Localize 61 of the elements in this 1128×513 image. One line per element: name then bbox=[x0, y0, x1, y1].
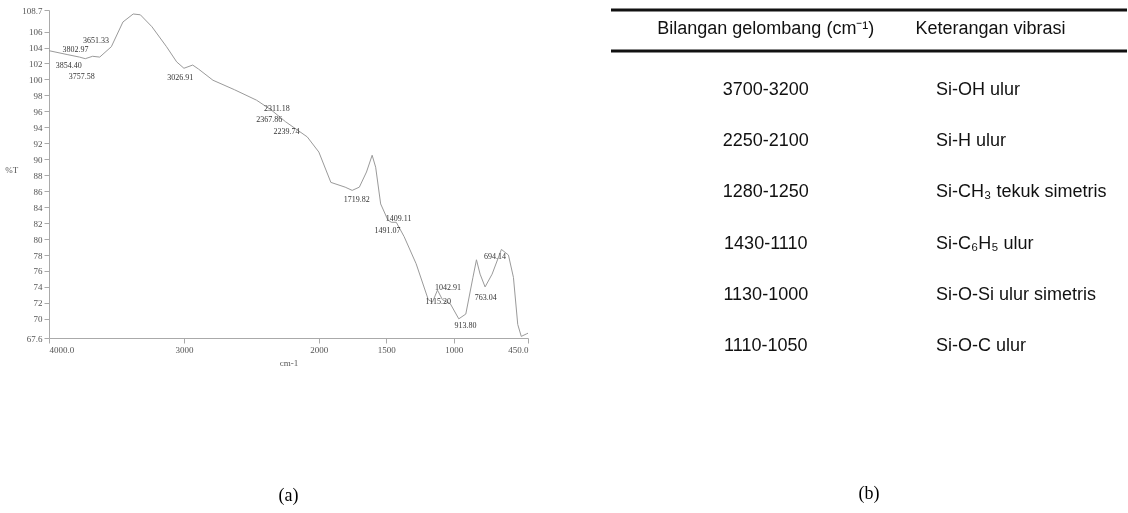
text: Si-O-Si ulur simetris bbox=[936, 283, 1097, 304]
annotation: 1042.91 bbox=[434, 282, 461, 292]
text: 3700-3200 bbox=[722, 78, 809, 99]
y-tick-label: 108.7 bbox=[22, 5, 43, 16]
y-tick-label: 78 bbox=[33, 250, 43, 261]
annotation: 2311.18 bbox=[264, 103, 290, 113]
y-tick-label: 84 bbox=[33, 202, 43, 213]
y-tick-label: 72 bbox=[33, 298, 43, 309]
y-tick-label: 98 bbox=[33, 90, 43, 101]
y-tick-label: 102 bbox=[29, 58, 43, 69]
annotation: 763.04 bbox=[474, 292, 497, 302]
annotation: 3651.33 bbox=[83, 36, 110, 46]
x-tick-label: 1500 bbox=[377, 344, 397, 355]
annotation: 3757.58 bbox=[68, 72, 95, 82]
y-tick-label: 106 bbox=[29, 27, 43, 38]
annotation: 2239.74 bbox=[273, 126, 300, 136]
y-tick-label: 67.6 bbox=[26, 333, 43, 344]
y-tick-label: 90 bbox=[33, 154, 43, 165]
y-axis-title: %T bbox=[5, 164, 19, 175]
y-tick-label: 100 bbox=[29, 74, 43, 85]
annotation: 3854.40 bbox=[55, 60, 82, 70]
y-tick-label: 92 bbox=[33, 138, 43, 149]
x-tick-label: 450.0 bbox=[508, 344, 529, 355]
y-tick-label: 76 bbox=[33, 266, 43, 277]
annotation: 3026.91 bbox=[167, 73, 194, 83]
annotation: 1491.07 bbox=[374, 225, 401, 235]
text: 1280-1250 bbox=[722, 181, 809, 202]
x-tick-label: 1000 bbox=[445, 344, 464, 355]
annotation: 3802.97 bbox=[62, 45, 89, 55]
annotation: 1115.20 bbox=[425, 296, 451, 306]
x-tick-label: 3000 bbox=[175, 344, 194, 355]
x-axis-title: cm-1 bbox=[279, 357, 299, 368]
category-label: Keterangan vibrasi bbox=[915, 17, 1066, 38]
y-tick-label: 96 bbox=[33, 106, 43, 117]
y-tick-label: 74 bbox=[33, 282, 43, 293]
text: 1110-1050 bbox=[724, 335, 808, 356]
text: Si-OH ulur bbox=[936, 78, 1021, 99]
x-tick-label: 2000 bbox=[310, 344, 329, 355]
category-label: Bilangan gelombang (cm⁻¹) bbox=[657, 17, 875, 38]
annotation: 1719.82 bbox=[343, 194, 370, 204]
text: (b) bbox=[858, 483, 880, 504]
text: 1430-1110 bbox=[724, 232, 808, 253]
y-tick-label: 94 bbox=[33, 122, 43, 133]
x-tick-label: 4000.0 bbox=[49, 344, 75, 355]
annotation: 694.14 bbox=[484, 251, 507, 261]
text: Si-O-C ulur bbox=[936, 335, 1027, 356]
text: 2250-2100 bbox=[722, 129, 809, 150]
text: (a) bbox=[278, 485, 299, 506]
y-tick-label: 80 bbox=[33, 234, 43, 245]
y-tick-label: 82 bbox=[33, 218, 43, 229]
y-tick-label: 86 bbox=[33, 186, 43, 197]
annotation: 1409.11 bbox=[385, 213, 412, 223]
text: Si-CH₃ tekuk simetris bbox=[936, 181, 1107, 202]
text: Si-C₆H₅ ulur bbox=[936, 232, 1034, 253]
text: 1130-1000 bbox=[723, 283, 809, 304]
y-tick-label: 70 bbox=[33, 314, 43, 325]
y-tick-label: 88 bbox=[33, 170, 43, 181]
annotation: 913.80 bbox=[454, 320, 477, 330]
y-tick-label: 104 bbox=[29, 43, 43, 54]
annotation: 2367.86 bbox=[256, 114, 283, 124]
text: Si-H ulur bbox=[936, 129, 1007, 150]
